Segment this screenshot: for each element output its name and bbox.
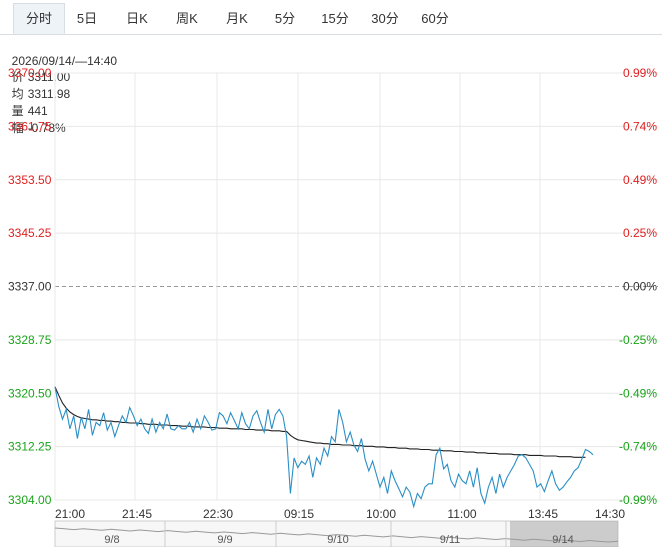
pct-tick-label: 0.74% — [623, 119, 657, 133]
info-time: 2026/09/14/—14:40 — [11, 54, 118, 68]
overview-date-label: 9/8 — [104, 534, 119, 546]
y-tick-label: 3361.75 — [8, 119, 52, 133]
y-tick-label: 3320.50 — [8, 386, 52, 400]
tab-8[interactable]: 60分 — [421, 11, 449, 26]
x-tick-label: 13:45 — [528, 507, 558, 521]
overview-line — [54, 527, 619, 543]
info-price-label: 价 — [11, 70, 24, 84]
x-tick-label: 21:45 — [122, 507, 152, 521]
tab-6[interactable]: 15分 — [321, 11, 349, 26]
quote-info-bar: 2026/09/14/—14:40 价 3311.00 均 3311.98 量 441… — [5, 40, 121, 136]
overview-date-label: 9/14 — [552, 534, 573, 546]
pct-tick-label: 0.25% — [623, 226, 657, 240]
y-tick-label: 3370.00 — [8, 66, 52, 80]
pct-tick-label: -0.49% — [619, 386, 657, 400]
overview-date-label: 9/10 — [327, 534, 348, 546]
x-tick-label: 21:00 — [55, 507, 85, 521]
tab-7[interactable]: 30分 — [371, 11, 399, 26]
pct-tick-label: 0.99% — [623, 66, 657, 80]
pct-tick-label: -0.25% — [619, 333, 657, 347]
overview-selection — [510, 521, 618, 547]
y-tick-label: 3328.75 — [8, 333, 52, 347]
tab-4[interactable]: 月K — [226, 11, 248, 26]
pct-tick-label: -0.99% — [619, 493, 657, 507]
tab-1[interactable]: 5日 — [76, 11, 98, 26]
x-tick-label: 22:30 — [203, 507, 233, 521]
overview-date-label: 9/11 — [440, 534, 461, 546]
overview-date-label: 9/9 — [217, 534, 232, 546]
x-tick-label: 09:15 — [284, 507, 314, 521]
pct-tick-label: -0.74% — [619, 440, 657, 454]
price-line — [54, 386, 594, 509]
y-tick-label: 3312.25 — [8, 440, 52, 454]
chart-period-tabs: 分时 5日 日K 周K 月K 5分 15分 30分 60分 — [0, 0, 662, 35]
pct-tick-label: 0.49% — [623, 173, 657, 187]
x-tick-label: 14:30 — [595, 507, 625, 521]
tab-2[interactable]: 日K — [126, 11, 148, 26]
y-tick-label: 3353.50 — [8, 173, 52, 187]
intraday-chart[interactable]: 3370.00 0.99% 3361.75 0.74% 3353.50 0.49% 3345… — [0, 60, 662, 547]
x-tick-label: 10:00 — [366, 507, 396, 521]
tab-5[interactable]: 5分 — [274, 11, 296, 26]
x-tick-label: 11:00 — [447, 507, 476, 521]
y-tick-label: 3337.00 — [8, 280, 52, 294]
info-change-label: 幅 — [11, 121, 24, 135]
info-avg-label: 均 — [11, 87, 24, 101]
y-tick-label: 3304.00 — [8, 493, 52, 507]
tab-3[interactable]: 周K — [176, 11, 198, 26]
info-volume: 441 — [27, 104, 48, 118]
y-tick-label: 3345.25 — [8, 226, 52, 240]
pct-tick-label: 0.00% — [623, 280, 657, 294]
tab-0[interactable]: 分时 — [13, 3, 65, 34]
info-change: -0.78% — [27, 121, 66, 135]
info-volume-label: 量 — [11, 104, 24, 118]
avg-price-line — [54, 386, 586, 458]
info-avg: 3311.98 — [27, 87, 71, 101]
